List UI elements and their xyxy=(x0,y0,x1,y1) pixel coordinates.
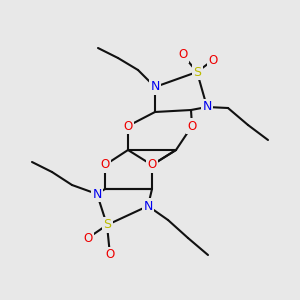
Text: O: O xyxy=(188,119,196,133)
Text: N: N xyxy=(202,100,212,113)
Text: S: S xyxy=(193,65,201,79)
Text: O: O xyxy=(105,248,115,262)
Text: O: O xyxy=(178,49,188,62)
Text: O: O xyxy=(83,232,93,244)
Text: N: N xyxy=(92,188,102,200)
Text: O: O xyxy=(147,158,157,172)
Text: O: O xyxy=(100,158,109,172)
Text: O: O xyxy=(123,119,133,133)
Text: N: N xyxy=(143,200,153,212)
Text: O: O xyxy=(208,53,217,67)
Text: S: S xyxy=(103,218,111,232)
Text: N: N xyxy=(150,80,160,94)
